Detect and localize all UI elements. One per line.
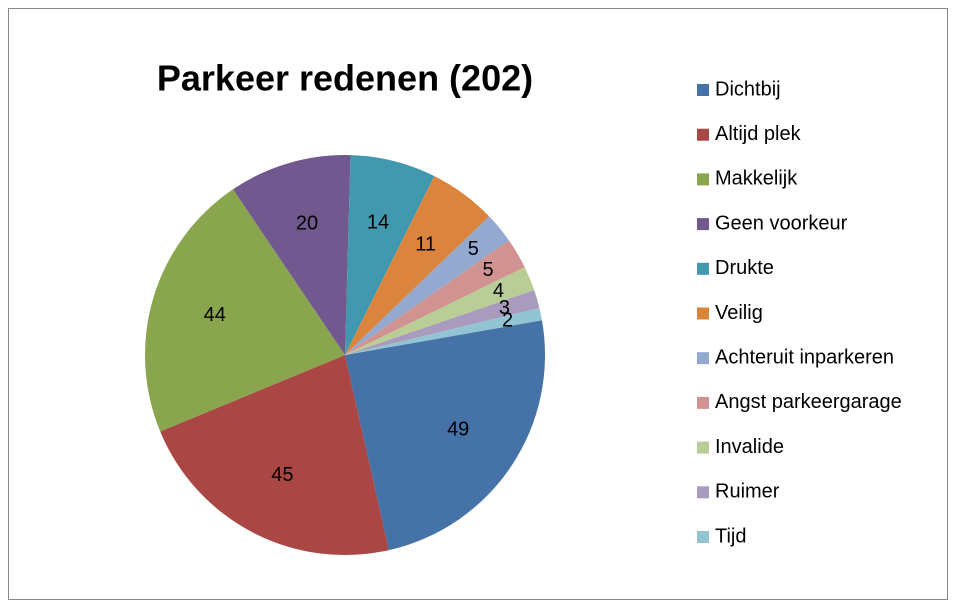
legend-swatch (697, 486, 709, 499)
data-label: 49 (447, 419, 469, 441)
legend-swatch (697, 531, 709, 543)
data-label: 5 (482, 259, 493, 281)
legend-swatch (697, 218, 709, 231)
legend-swatch (697, 441, 709, 454)
legend-label: Makkelijk (715, 168, 798, 190)
legend-label: Tijd (715, 525, 746, 547)
legend-swatch (697, 307, 709, 320)
data-label: 20 (296, 213, 318, 235)
legend-swatch (697, 84, 709, 96)
legend-label: Invalide (715, 436, 784, 458)
data-label: 44 (204, 304, 226, 326)
legend-label: Achteruit inparkeren (715, 346, 894, 368)
data-label: 45 (271, 464, 293, 486)
legend-swatch (697, 262, 709, 275)
pie-slice (345, 320, 545, 551)
legend-swatch (697, 173, 709, 186)
legend-label: Angst parkeergarage (715, 391, 902, 413)
legend-label: Geen voorkeur (715, 212, 848, 234)
pie-slice (345, 267, 535, 355)
legend-label: Veilig (715, 302, 763, 324)
legend-label: Drukte (715, 257, 774, 279)
data-label: 14 (367, 211, 389, 233)
pie-slice (232, 155, 351, 355)
data-label: 4 (493, 280, 504, 302)
pie-slice (160, 355, 389, 555)
data-label: 2 (502, 309, 513, 331)
pie-slice (345, 216, 509, 355)
legend-label: Altijd plek (715, 123, 802, 145)
chart-title: Parkeer redenen (202) (157, 58, 533, 99)
legend-label: Ruimer (715, 481, 780, 503)
pie-slice (345, 308, 542, 355)
pie-slice (345, 176, 490, 355)
pie-slice (345, 240, 525, 355)
data-label: 5 (468, 238, 479, 260)
legend-swatch (697, 396, 709, 409)
data-label: 11 (415, 234, 436, 256)
legend-label: Dichtbij (715, 78, 781, 100)
data-label: 3 (499, 297, 510, 319)
legend-swatch (697, 128, 709, 141)
pie-slice (345, 290, 540, 355)
pie-slice (144, 189, 345, 432)
legend-swatch (697, 352, 709, 365)
pie-slice (345, 155, 435, 355)
